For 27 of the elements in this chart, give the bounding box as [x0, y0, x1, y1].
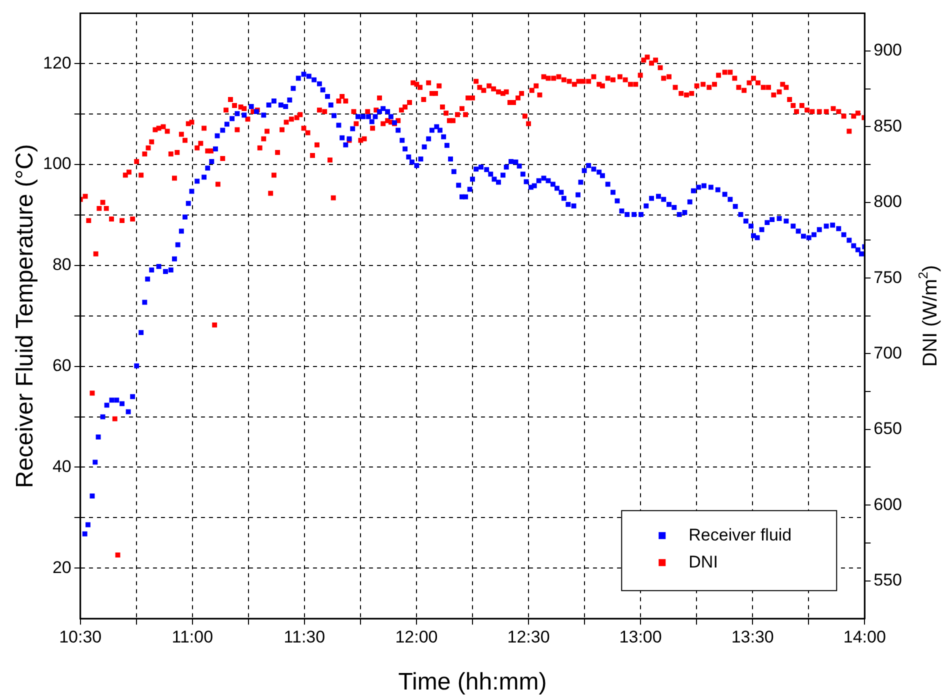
y2-tick-label: 700 [874, 343, 902, 362]
x-tick-label: 12:00 [395, 627, 438, 646]
y2-tick-label: 800 [874, 192, 902, 212]
y-tick-label: 20 [52, 558, 72, 577]
x-tick-label: 14:00 [843, 627, 886, 646]
y2-tick-label: 550 [874, 570, 902, 590]
legend-label: Receiver fluid [688, 525, 792, 544]
x-tick-label: 10:30 [59, 627, 102, 646]
y2-tick-label: 850 [874, 116, 902, 136]
y-tick-label: 60 [52, 356, 72, 376]
x-tick-label: 12:30 [507, 627, 550, 646]
x-tick-label: 11:00 [172, 627, 214, 646]
y2-tick-label: 750 [874, 268, 902, 287]
y2-tick-label: 650 [874, 419, 902, 438]
legend-label: DNI [688, 552, 718, 572]
y-tick-label: 80 [52, 255, 72, 274]
y-tick-label: 40 [52, 456, 72, 476]
x-tick-label: 11:30 [284, 627, 326, 646]
y2-axis-title: DNI (W/m2) [916, 265, 942, 367]
x-axis-title: Time (hh:mm) [398, 668, 547, 696]
y2-tick-label: 600 [874, 494, 902, 514]
y-tick-label: 120 [42, 53, 72, 72]
x-tick-label: 13:00 [619, 627, 662, 646]
y-tick-label: 100 [42, 154, 72, 174]
y-axis-title: Receiver Fluid Temperature (°C) [12, 144, 39, 488]
y2-tick-label: 900 [874, 40, 902, 60]
x-tick-label: 13:30 [731, 627, 774, 646]
